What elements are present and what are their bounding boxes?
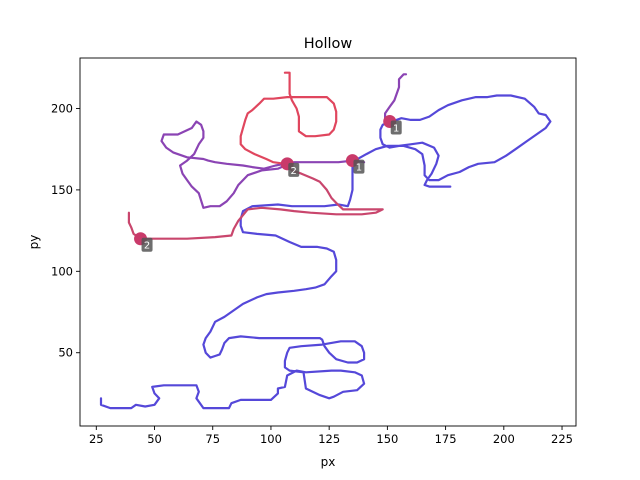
- trajectory-line: [384, 73, 408, 123]
- x-tick-label: 200: [493, 432, 515, 446]
- waypoint-label-box: [353, 159, 365, 174]
- waypoint-label: 1: [356, 163, 362, 174]
- trajectory-line: [99, 94, 552, 410]
- waypoint-label-box: [288, 162, 300, 177]
- waypoint-label: 2: [144, 241, 150, 252]
- x-tick-label: 25: [89, 432, 104, 446]
- x-axis-label: px: [321, 455, 336, 469]
- x-tick-label: 75: [205, 432, 220, 446]
- y-axis: 50 100 150 200: [51, 101, 80, 360]
- x-axis: 25 50 75 100 125 150 175 200 225: [89, 426, 573, 446]
- x-tick-label: 225: [551, 432, 573, 446]
- trajectory-line: [127, 162, 384, 240]
- y-tick-label: 100: [51, 264, 73, 278]
- x-tick-label: 100: [260, 432, 282, 446]
- waypoint-label: 2: [291, 166, 297, 177]
- y-axis-label: py: [27, 235, 41, 250]
- y-tick-label: 50: [58, 346, 73, 360]
- trajectory-lines: [99, 71, 552, 410]
- x-tick-label: 150: [376, 432, 398, 446]
- x-tick-label: 50: [147, 432, 162, 446]
- x-tick-label: 175: [435, 432, 457, 446]
- trajectory-line: [239, 71, 338, 165]
- waypoint-markers: 1 1 2 2: [134, 115, 402, 252]
- trajectory-line: [160, 120, 366, 209]
- waypoint-label-box: [141, 237, 153, 252]
- y-tick-label: 150: [51, 183, 73, 197]
- waypoint-label: 1: [393, 124, 399, 135]
- waypoint-label-box: [390, 120, 402, 135]
- chart-title: Hollow: [304, 36, 353, 52]
- x-tick-label: 125: [318, 432, 340, 446]
- plot-frame: [79, 57, 577, 427]
- y-tick-label: 200: [51, 101, 73, 115]
